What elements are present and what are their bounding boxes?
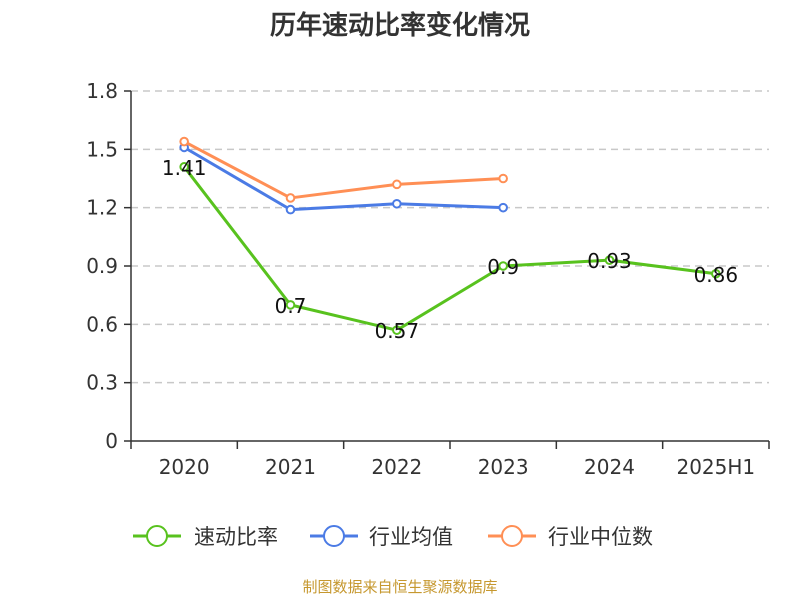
series-point-0 xyxy=(392,325,402,335)
legend-label: 行业均值 xyxy=(369,525,453,549)
y-tick-label: 0 xyxy=(105,429,118,453)
data-label: 0.7 xyxy=(275,294,307,318)
data-label: 0.86 xyxy=(694,263,739,287)
y-tick-label: 0.6 xyxy=(86,312,118,336)
y-tick-label: 0.9 xyxy=(86,254,118,278)
series-point-2 xyxy=(179,136,189,147)
series-line-1 xyxy=(182,145,505,212)
series-point-0 xyxy=(604,255,615,265)
series-point-0 xyxy=(498,261,508,271)
series-point-2 xyxy=(498,173,508,184)
series-point-1 xyxy=(498,202,508,213)
x-tick-label: 2023 xyxy=(478,455,529,479)
source-note: 制图数据来自恒生聚源数据库 xyxy=(302,578,497,596)
data-label: 0.57 xyxy=(375,319,420,343)
legend-label: 行业中位数 xyxy=(548,525,653,549)
series-point-1 xyxy=(392,198,402,209)
series-point-1 xyxy=(285,204,296,215)
y-tick-label: 1.2 xyxy=(86,196,118,220)
series-point-2 xyxy=(285,193,296,203)
chart-title: 历年速动比率变化情况 xyxy=(270,10,530,41)
series-lines xyxy=(179,136,721,335)
y-tick-label: 0.3 xyxy=(86,371,118,395)
y-tick-label: 1.5 xyxy=(86,137,118,161)
x-tick-label: 2025H1 xyxy=(676,455,755,479)
legend-marker-2 xyxy=(501,525,523,547)
data-label: 1.41 xyxy=(162,156,207,180)
x-tick-label: 2021 xyxy=(265,455,316,479)
axes: 0 0.3 0.6 0.9 1.2 1.5 1.8 2020 2021 2022 2023 2024 2… xyxy=(86,79,770,479)
series-point-0 xyxy=(711,268,721,279)
series-point-0 xyxy=(179,162,189,172)
grid-lines xyxy=(131,90,769,384)
data-labels: 1.41 0.7 0.57 0.9 0.93 0.86 xyxy=(162,156,738,343)
series-line-2 xyxy=(182,140,505,200)
legend-label: 速动比率 xyxy=(194,525,278,549)
series-line-0 xyxy=(182,165,718,332)
data-label: 0.93 xyxy=(587,249,632,273)
data-label: 0.9 xyxy=(487,255,519,279)
legend-marker-1 xyxy=(323,525,345,547)
x-tick-label: 2022 xyxy=(371,455,422,479)
y-tick-label: 1.8 xyxy=(86,79,118,103)
x-tick-label: 2024 xyxy=(584,455,635,479)
series-point-2 xyxy=(392,179,402,190)
x-tick-label: 2020 xyxy=(159,455,210,479)
legend-marker-0 xyxy=(146,525,168,547)
legend: 速动比率 行业均值 行业中位数 xyxy=(133,525,653,549)
series-point-0 xyxy=(285,300,296,310)
